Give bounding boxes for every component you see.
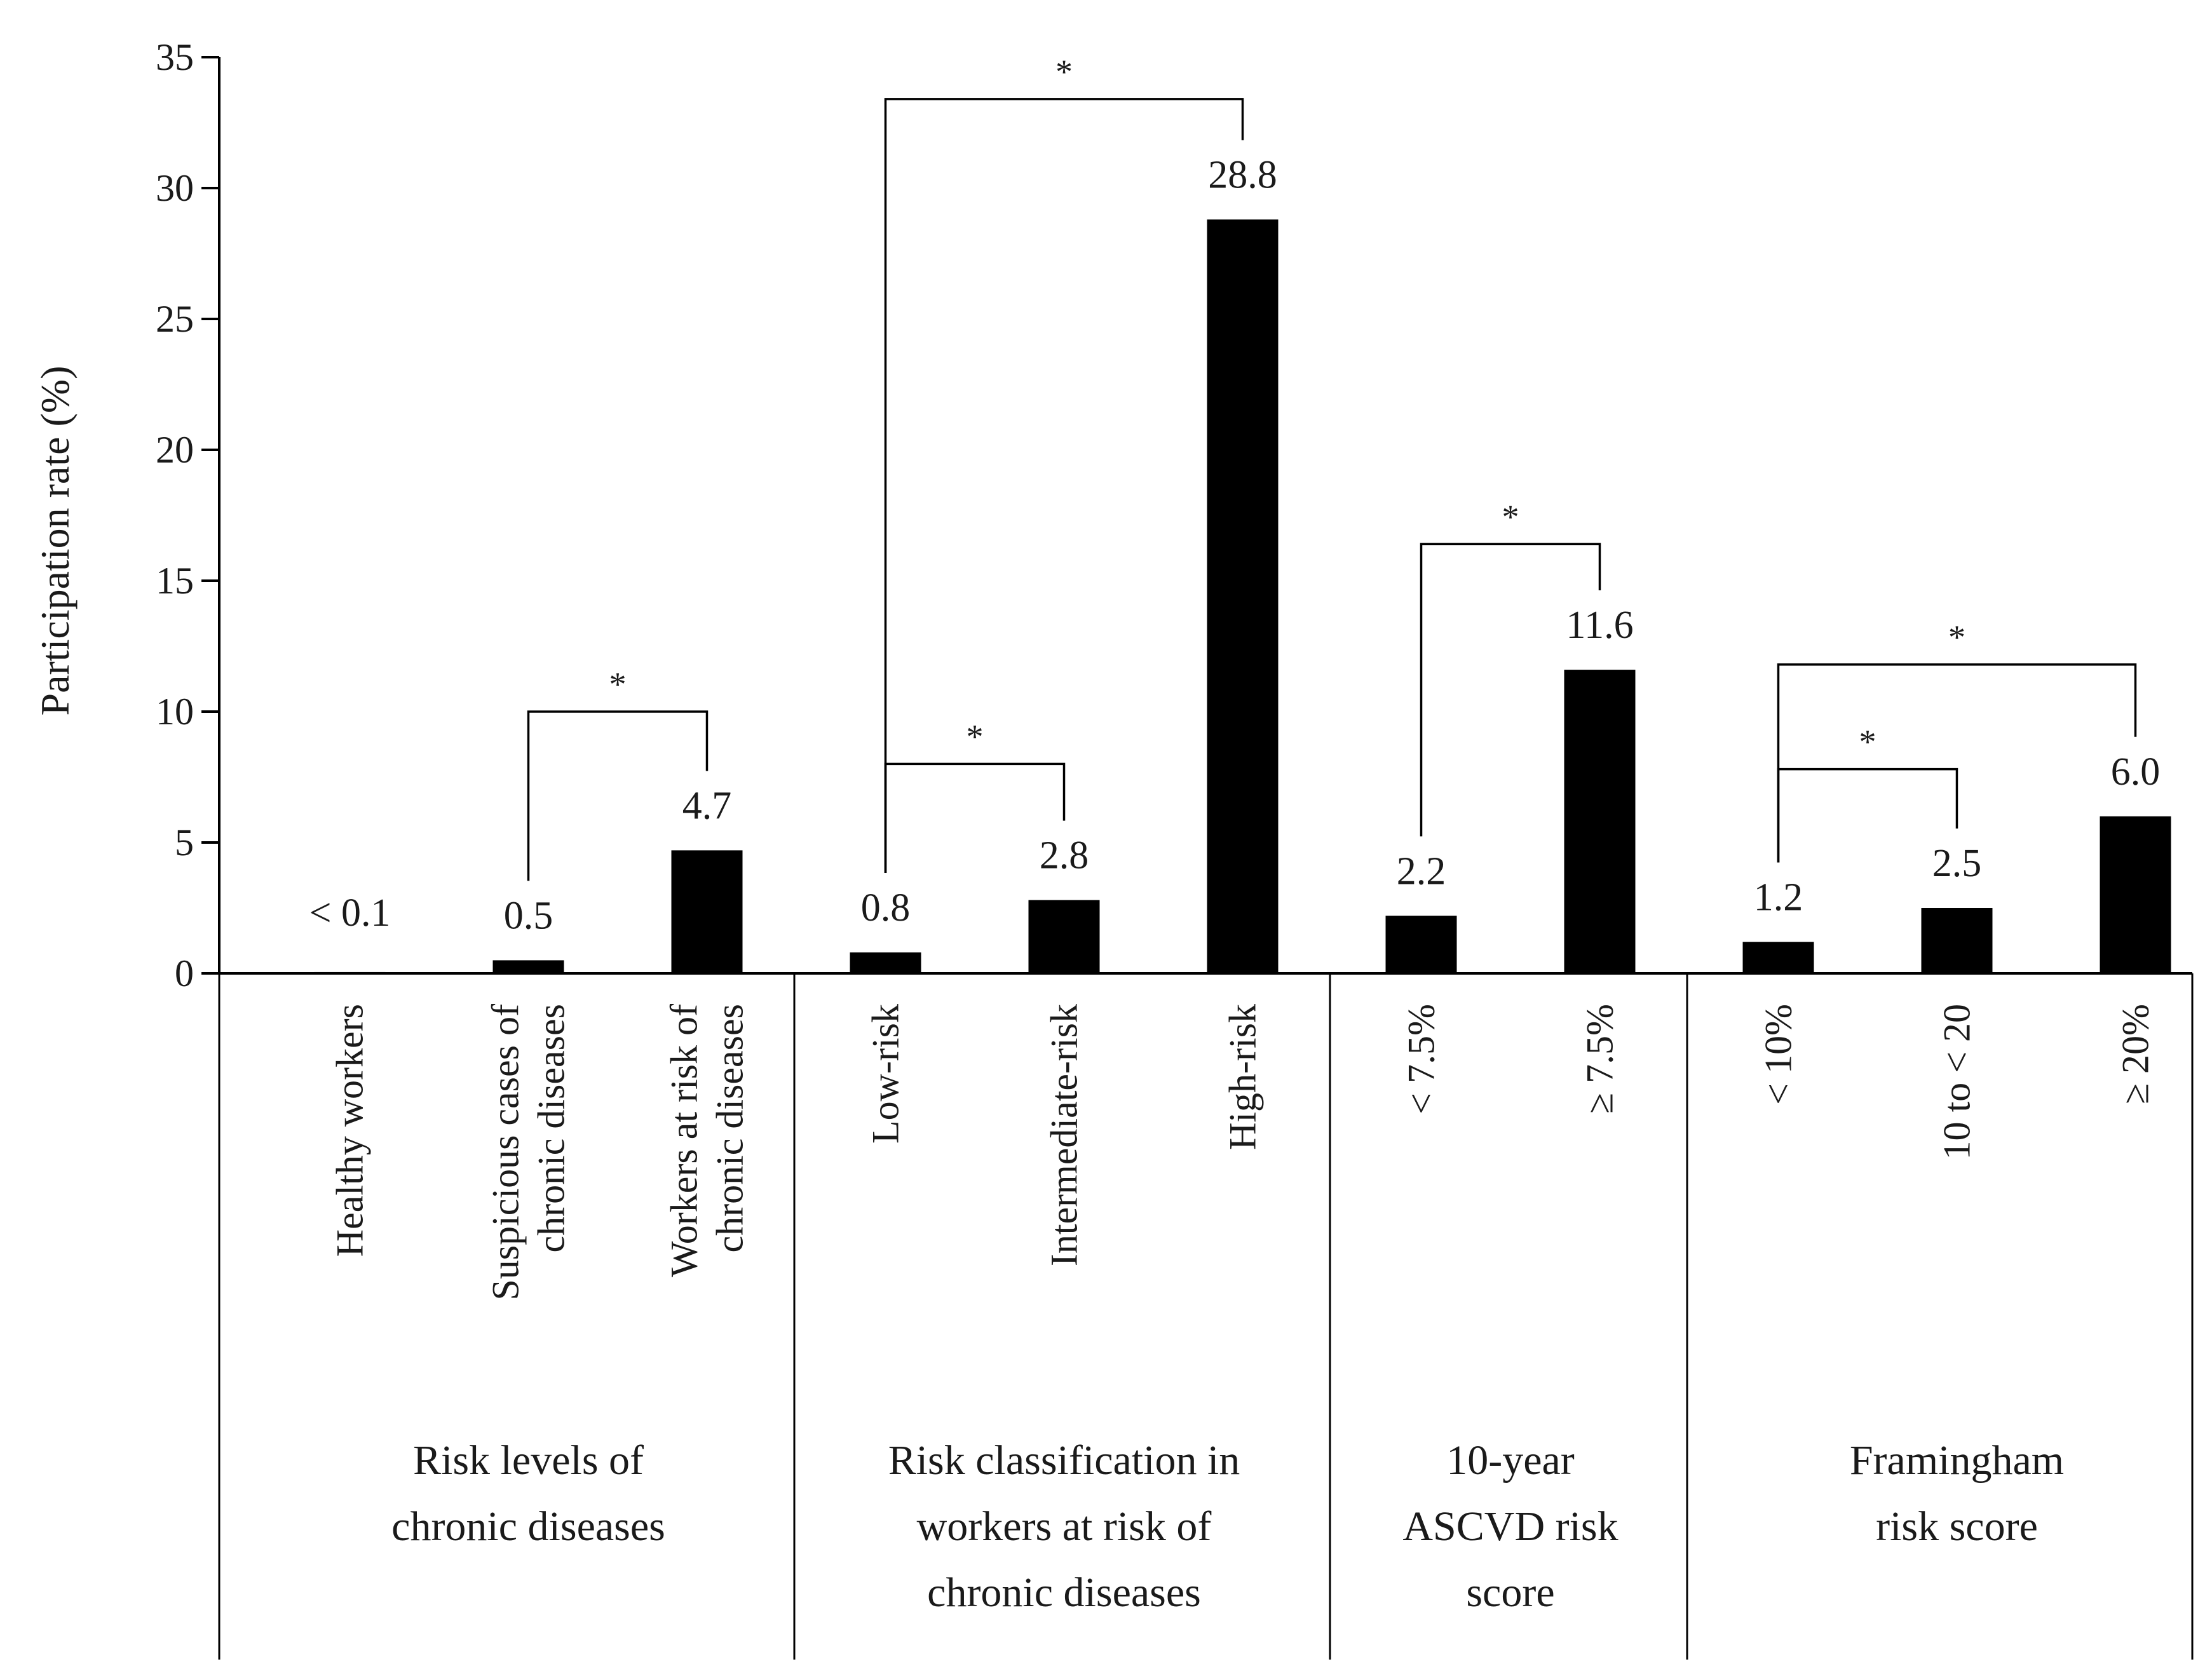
- group-label: Risk classification in: [888, 1437, 1240, 1484]
- significance-bracket: [884, 98, 1244, 874]
- y-axis: 0 5 10 15 20 25 30 35: [156, 36, 221, 994]
- value-label: 6.0: [2111, 750, 2161, 794]
- category-label: Workers at risk of: [663, 1004, 705, 1277]
- category-label: Low-risk: [865, 1004, 907, 1144]
- category-label: High-risk: [1222, 1004, 1264, 1150]
- group-label: chronic diseases: [391, 1503, 665, 1550]
- y-tick-label: 35: [156, 36, 194, 78]
- category-label: Intermediate-risk: [1043, 1004, 1085, 1266]
- bar: [850, 952, 921, 973]
- significance-star: *: [1948, 618, 1965, 656]
- bar: [1028, 900, 1100, 973]
- y-tick-label: 20: [156, 429, 194, 471]
- category-label: ≥ 20%: [2115, 1004, 2157, 1104]
- significance-star: *: [1859, 723, 1876, 761]
- y-tick-label: 25: [156, 298, 194, 340]
- category-label: 10 to < 20: [1936, 1004, 1978, 1160]
- bar: [1742, 942, 1814, 973]
- value-label: < 0.1: [309, 891, 391, 935]
- group-label: 10-year: [1446, 1437, 1575, 1484]
- group-label: risk score: [1876, 1503, 2038, 1550]
- bar: [671, 850, 743, 973]
- bar: [2100, 816, 2171, 973]
- category-label: chronic diseases: [531, 1004, 573, 1253]
- significance-star: *: [1502, 497, 1519, 536]
- bar: [492, 960, 564, 973]
- group-label: workers at risk of: [917, 1503, 1212, 1550]
- significance-bracket: [527, 710, 709, 881]
- bar: [1921, 908, 1993, 973]
- group-label: Risk levels of: [413, 1437, 644, 1484]
- value-label: 2.8: [1040, 834, 1089, 877]
- significance-bracket: [884, 762, 1066, 874]
- value-labels: < 0.1 0.5 4.7 0.8 2.8 28.8 2.2 11.6 1.2 2.5 6.0: [309, 153, 2161, 937]
- value-label: 0.8: [861, 886, 911, 930]
- value-label: 2.5: [1932, 842, 1982, 885]
- bars: [314, 219, 2171, 974]
- significance-star: *: [609, 665, 627, 703]
- category-label: < 7.5%: [1401, 1004, 1442, 1114]
- significance-star: *: [967, 717, 984, 755]
- category-labels: Healthy workers Suspicious cases of chroni…: [329, 1004, 2157, 1301]
- y-tick-label: 10: [156, 691, 194, 733]
- value-label: 28.8: [1208, 153, 1277, 196]
- value-label: 1.2: [1754, 876, 1803, 919]
- y-tick-label: 30: [156, 167, 194, 209]
- group-label: Framingham: [1850, 1437, 2064, 1484]
- group-labels: Risk levels of chronic diseases Risk class…: [391, 1437, 2064, 1616]
- significance-bracket: [1777, 768, 1958, 863]
- category-label: ≥ 7.5%: [1579, 1004, 1621, 1114]
- significance-star: *: [1055, 53, 1073, 91]
- y-tick-label: 5: [175, 822, 194, 863]
- bar: [1385, 916, 1457, 973]
- significance-brackets: * * * * * *: [527, 53, 2137, 881]
- value-label: 11.6: [1566, 604, 1633, 647]
- bar: [1207, 219, 1279, 974]
- group-label: score: [1466, 1569, 1554, 1616]
- bar: [1564, 670, 1636, 973]
- category-label: Suspicious cases of: [485, 1004, 527, 1301]
- category-label: Healthy workers: [329, 1004, 371, 1257]
- value-label: 2.2: [1397, 849, 1446, 893]
- category-label: < 10%: [1758, 1004, 1800, 1105]
- significance-bracket: [1777, 663, 2137, 863]
- group-label: ASCVD risk: [1402, 1503, 1618, 1550]
- group-separators: [218, 973, 2194, 1660]
- y-axis-label: Participation rate (%): [32, 366, 78, 716]
- value-label: 0.5: [504, 894, 553, 937]
- y-tick-label: 15: [156, 560, 194, 602]
- group-label: chronic diseases: [927, 1569, 1201, 1616]
- category-label: chronic diseases: [709, 1004, 751, 1253]
- significance-bracket: [1420, 543, 1601, 837]
- value-label: 4.7: [682, 784, 732, 827]
- y-tick-label: 0: [175, 952, 194, 994]
